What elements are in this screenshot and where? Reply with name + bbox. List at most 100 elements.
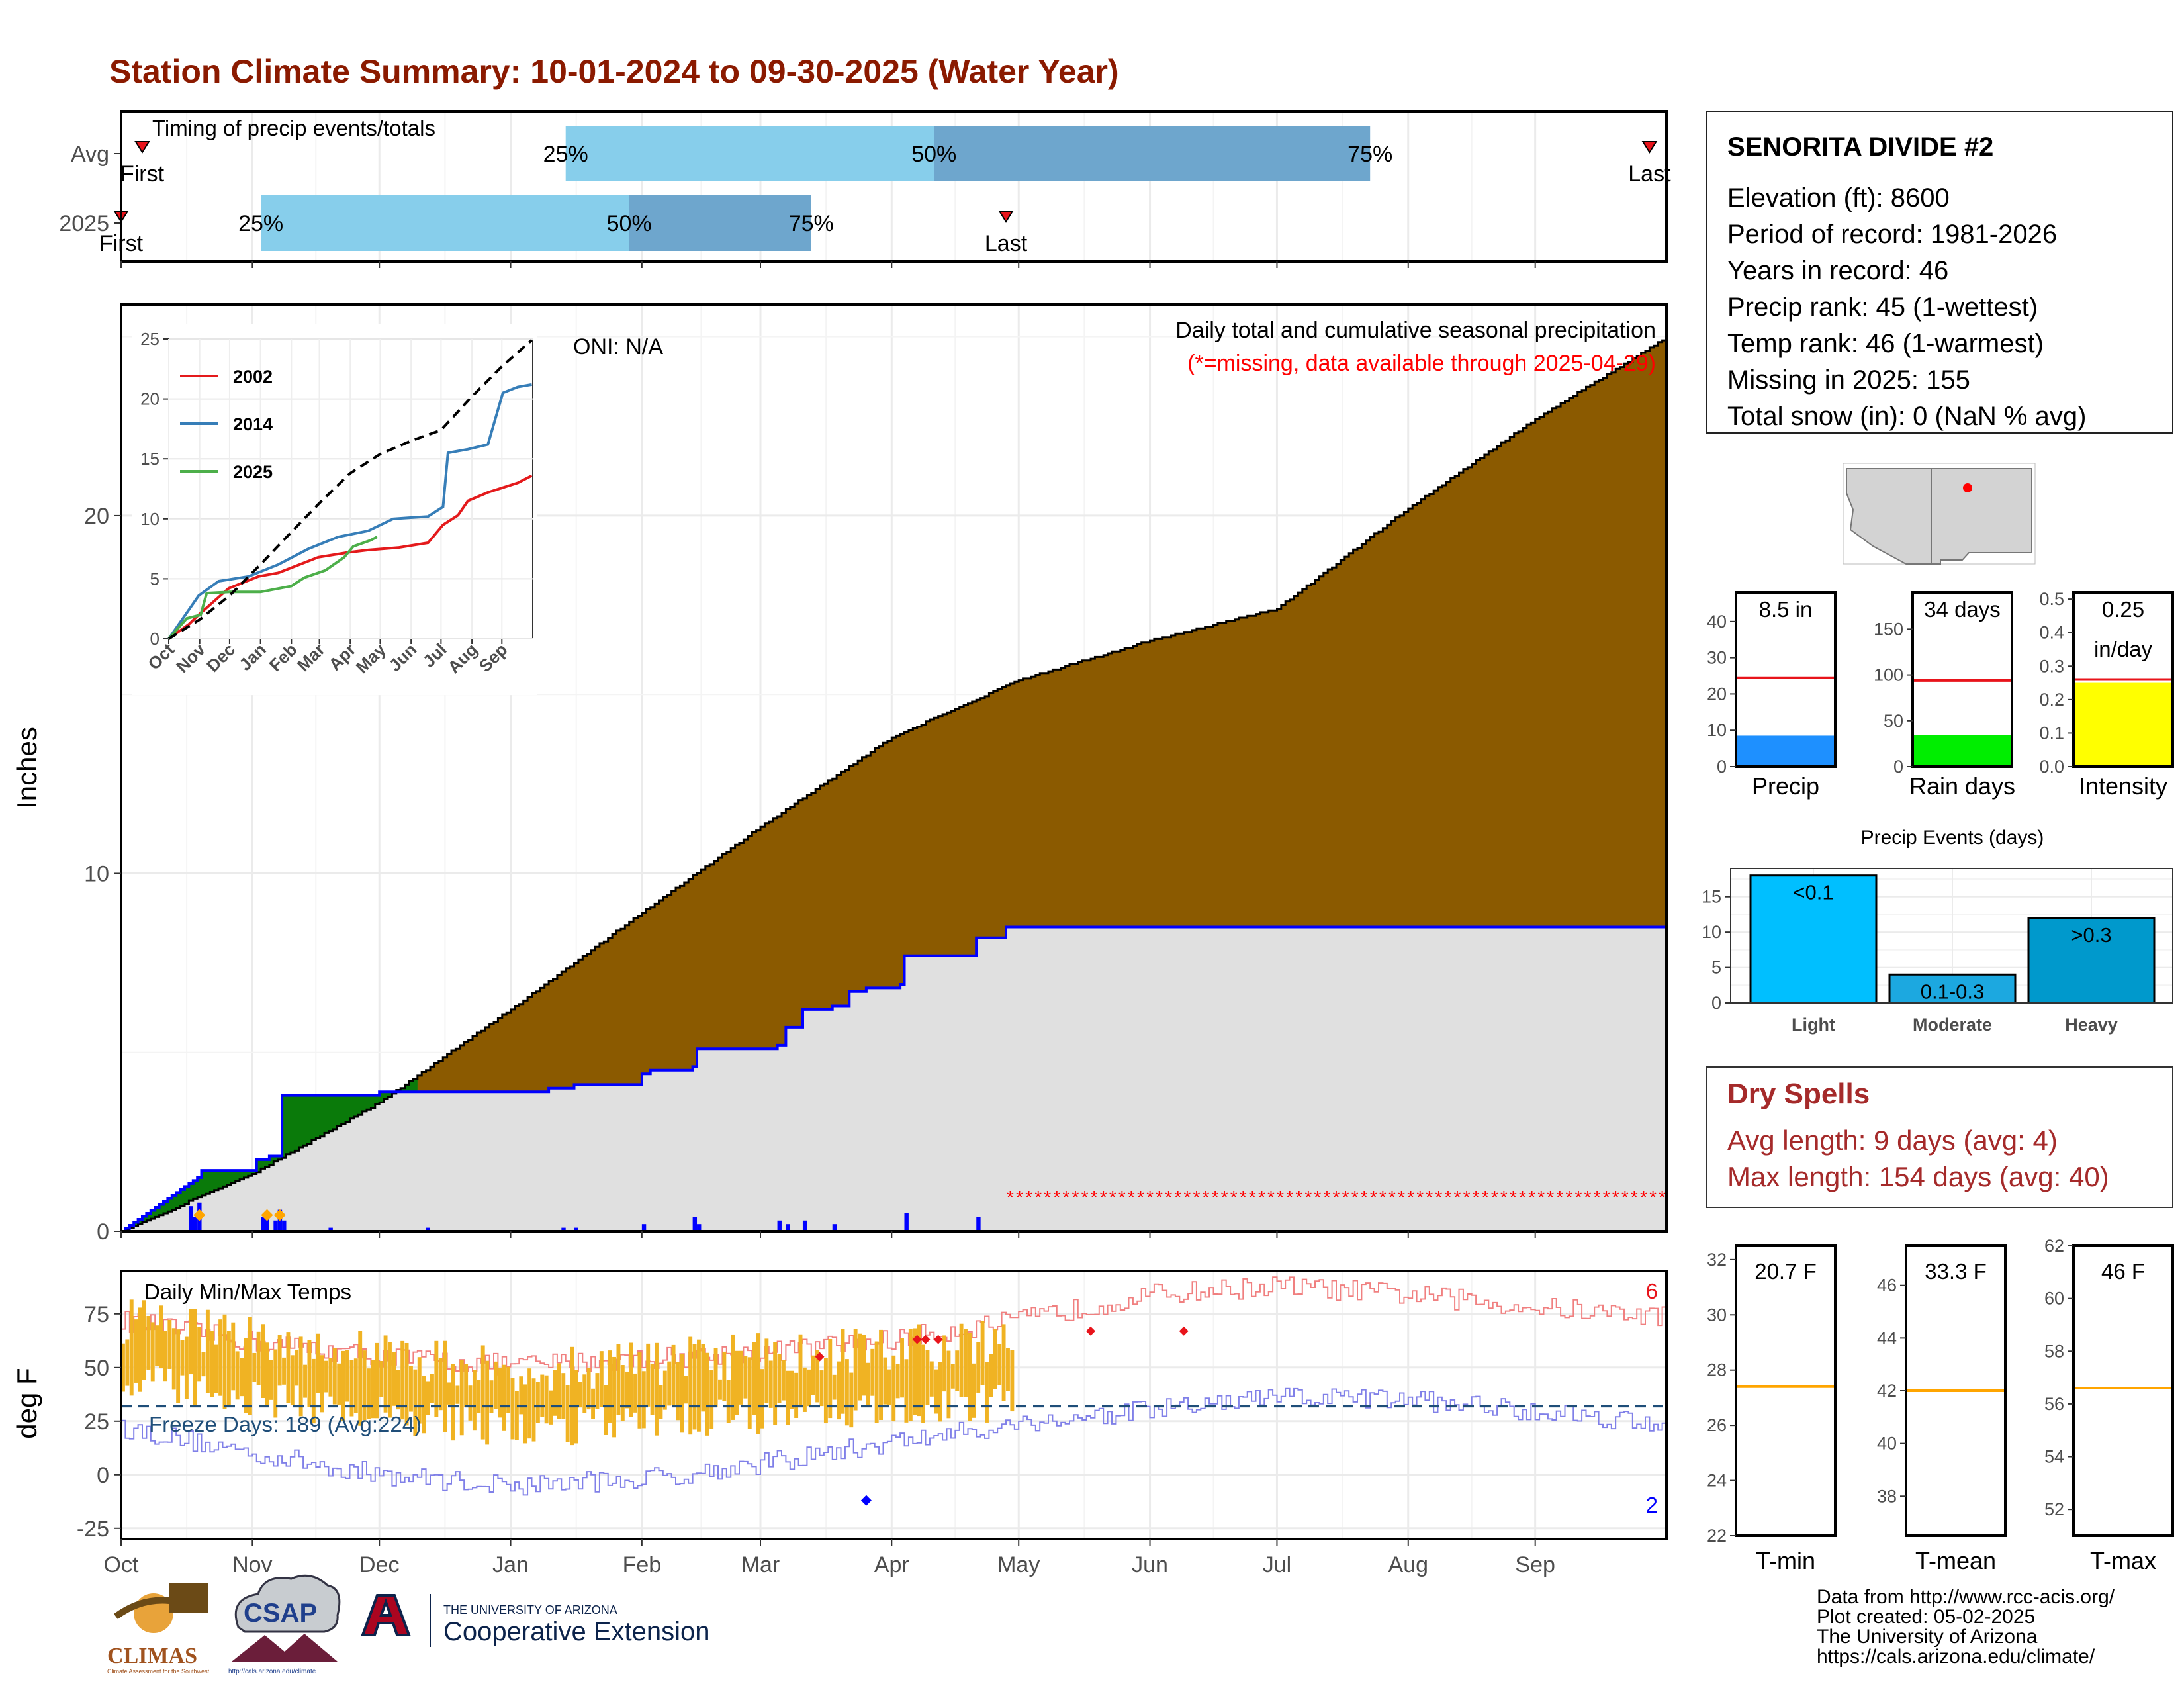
daily-temp-bar	[404, 1342, 409, 1426]
missing-marker: *	[1267, 1187, 1275, 1207]
missing-marker: *	[1416, 1187, 1424, 1207]
daily-temp-bar	[823, 1358, 828, 1424]
station-line: Precip rank: 45 (1-wettest)	[1727, 293, 2038, 322]
daily-temp-bar	[383, 1335, 388, 1413]
missing-marker: *	[1500, 1187, 1508, 1207]
daily-temp-bar	[451, 1364, 455, 1441]
daily-temp-bar	[443, 1340, 447, 1432]
daily-temp-bar	[286, 1332, 291, 1403]
daily-temp-bar	[591, 1388, 595, 1419]
daily-temp-bar	[498, 1367, 502, 1418]
daily-temp-bar	[413, 1369, 418, 1436]
daily-temp-bar	[231, 1322, 236, 1391]
daily-temp-bar	[163, 1331, 167, 1382]
x-tick-label: Light	[1792, 1015, 1835, 1035]
daily-temp-bar	[798, 1334, 803, 1408]
daily-temp-bar	[629, 1342, 633, 1417]
missing-marker: *	[1044, 1187, 1051, 1207]
credit-line: Plot created: 05-02-2025	[1817, 1606, 2035, 1628]
record-high-marker	[912, 1335, 922, 1344]
quantile-label: 75%	[1347, 142, 1392, 167]
record-max-line	[121, 1276, 1666, 1376]
missing-marker: *	[1109, 1187, 1116, 1207]
temp-value-text: 33.3 F	[1925, 1259, 1987, 1284]
total-panel-border	[1911, 591, 2013, 768]
daily-precip-bar	[574, 1227, 578, 1231]
daily-temp-bar	[1001, 1324, 1006, 1401]
total-value-bar	[1736, 735, 1835, 767]
y-tick-label: 30	[1707, 648, 1727, 668]
y-tick-label: 46	[1877, 1276, 1897, 1295]
daily-temp-bar	[252, 1352, 257, 1382]
daily-temp-bar	[269, 1360, 273, 1400]
daily-temp-bar	[743, 1356, 748, 1399]
page-title: Station Climate Summary: 10-01-2024 to 0…	[109, 53, 1119, 90]
missing-marker: *	[1221, 1187, 1228, 1207]
daily-temp-bar	[129, 1299, 134, 1396]
record-high-marker	[1179, 1326, 1189, 1336]
y-tick-label: 0	[1717, 757, 1727, 776]
station-name: SENORITA DIVIDE #2	[1727, 132, 1993, 162]
daily-temp-bar	[409, 1366, 413, 1412]
daily-temp-bar	[155, 1325, 159, 1366]
daily-precip-bar	[976, 1217, 981, 1231]
y-tick-label: 52	[2044, 1499, 2064, 1519]
x-tick-label: May	[997, 1552, 1040, 1577]
daily-temp-bar	[392, 1352, 396, 1406]
daily-precip-bar	[282, 1220, 287, 1231]
temp-panel-label: T-mean	[1915, 1547, 1996, 1574]
legend-label: 2002	[233, 367, 273, 387]
daily-temps-panel: Daily Min/Max Temps Freeze Days: 189 (Avg…	[11, 1270, 1668, 1577]
csap-logo: CSAP http://cals.arizona.edu/climate	[228, 1574, 341, 1675]
daily-temp-bar	[620, 1365, 625, 1421]
climas-logo: CLIMAS Climate Assessment for the Southw…	[107, 1583, 210, 1675]
daily-temp-bar	[388, 1342, 392, 1418]
missing-marker: *	[1537, 1187, 1545, 1207]
daily-temp-bar	[917, 1324, 921, 1417]
y-tick-label: 25	[84, 1409, 109, 1434]
daily-temp-bar	[950, 1364, 955, 1389]
daily-temp-bar	[371, 1360, 375, 1419]
total-value-bar	[1913, 735, 2012, 767]
total-value-bar	[2073, 682, 2173, 767]
event-label: First	[120, 162, 165, 187]
daily-temp-bar	[519, 1376, 523, 1415]
missing-marker: *	[1007, 1187, 1014, 1207]
daily-temp-bar	[637, 1352, 642, 1429]
daily-temp-bar	[189, 1309, 193, 1375]
daily-temp-bar	[684, 1376, 688, 1404]
legend-label: 2025	[233, 462, 273, 482]
record-high-marker	[815, 1352, 825, 1362]
daily-temp-bar	[193, 1309, 197, 1407]
quantile-label: 50%	[607, 211, 652, 236]
daily-temp-bar	[976, 1341, 981, 1393]
daily-precip-bar	[261, 1217, 265, 1231]
missing-marker: *	[1388, 1187, 1396, 1207]
missing-marker: *	[1071, 1187, 1079, 1207]
daily-temp-bar	[862, 1335, 866, 1396]
total-value-text: 0.25	[2102, 597, 2144, 622]
missing-marker: *	[1612, 1187, 1619, 1207]
daily-temp-bar	[557, 1363, 561, 1419]
temp-panel-label: T-min	[1756, 1547, 1815, 1574]
missing-marker: *	[1240, 1187, 1247, 1207]
daily-temp-bar	[307, 1340, 312, 1407]
missing-marker: *	[1091, 1187, 1098, 1207]
daily-temp-bar	[176, 1329, 181, 1403]
daily-temp-bar	[214, 1344, 218, 1393]
daily-temp-bar	[320, 1355, 324, 1413]
daily-temp-bar	[561, 1373, 566, 1419]
daily-precip-bar	[561, 1227, 566, 1231]
missing-marker: *	[1333, 1187, 1340, 1207]
daily-temp-bar	[434, 1340, 439, 1417]
missing-marker: *	[1398, 1187, 1405, 1207]
daily-temp-bar	[540, 1374, 545, 1417]
station-line: Years in record: 46	[1727, 256, 1948, 285]
daily-temp-bar	[688, 1336, 693, 1435]
snow-marker	[261, 1209, 273, 1221]
panel-border	[120, 110, 1668, 263]
missing-data-annotation: (*=missing, data available through 2025-…	[1187, 351, 1656, 376]
daily-temp-bar	[612, 1356, 616, 1438]
daily-temp-bar	[570, 1346, 574, 1446]
y-tick-label: 10	[84, 861, 109, 886]
